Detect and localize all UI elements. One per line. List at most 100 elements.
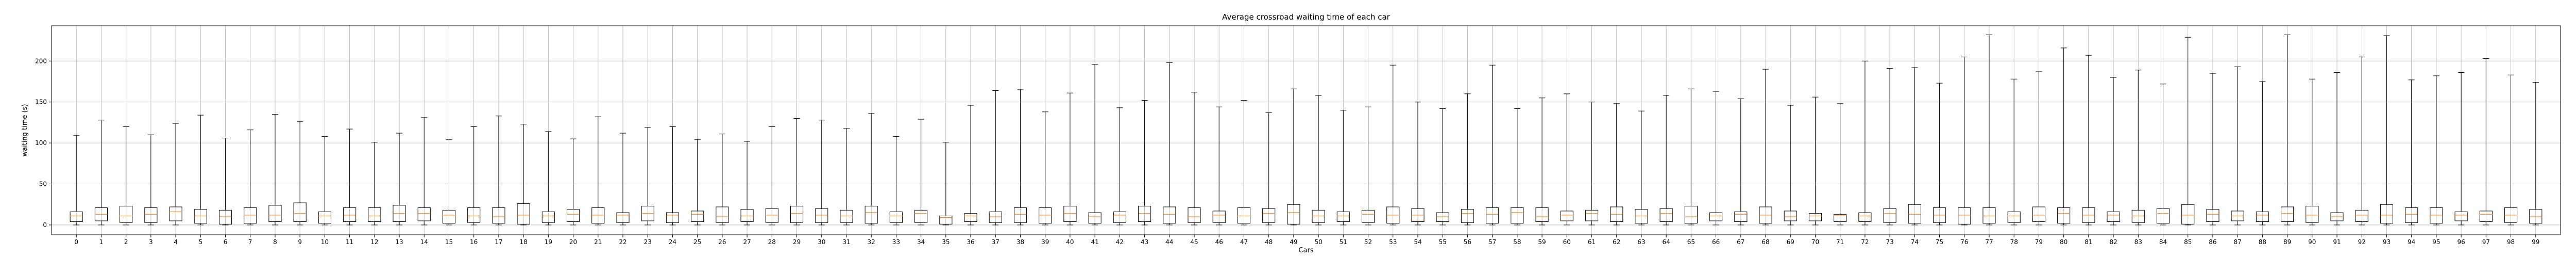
x-tick-label: 41	[1091, 238, 1099, 246]
x-tick-label: 61	[1588, 238, 1596, 246]
x-tick-label: 75	[1936, 238, 1943, 246]
iqr-box	[144, 207, 158, 223]
box-1	[94, 120, 108, 225]
iqr-box	[1138, 205, 1151, 222]
x-tick-label: 88	[2259, 238, 2266, 246]
iqr-box	[964, 213, 977, 222]
box-56	[1461, 93, 1474, 225]
box-87	[2231, 66, 2244, 225]
iqr-box	[2256, 212, 2269, 222]
x-tick-label: 95	[2432, 238, 2440, 246]
box-51	[1336, 110, 1350, 225]
box-80	[2057, 47, 2071, 225]
x-tick-label: 1	[99, 238, 104, 246]
box-44	[1163, 62, 1176, 225]
iqr-box	[1585, 209, 1599, 221]
box-7	[244, 130, 257, 225]
iqr-box	[492, 207, 505, 224]
x-tick-label: 22	[619, 238, 626, 246]
x-tick-label: 11	[346, 238, 353, 246]
x-tick-label: 54	[1414, 238, 1421, 246]
box-83	[2131, 70, 2145, 225]
x-tick-label: 19	[545, 238, 552, 246]
box-58	[1511, 108, 1524, 225]
iqr-box	[1958, 207, 1971, 224]
iqr-box	[120, 205, 133, 223]
iqr-box	[1063, 205, 1077, 222]
y-tick-label: 50	[39, 181, 47, 188]
iqr-box	[2529, 209, 2543, 224]
x-tick-label: 82	[2109, 238, 2117, 246]
box-14	[417, 117, 431, 225]
iqr-box	[1883, 208, 1896, 223]
iqr-box	[2107, 212, 2120, 222]
box-89	[2281, 34, 2294, 225]
box-16	[467, 126, 481, 225]
x-tick-label: 83	[2134, 238, 2142, 246]
box-47	[1237, 100, 1251, 225]
iqr-box	[1834, 214, 1847, 222]
x-tick-label: 7	[248, 238, 252, 246]
iqr-box	[368, 207, 381, 222]
x-tick-label: 29	[793, 238, 801, 246]
box-77	[1982, 34, 1996, 225]
box-78	[2007, 78, 2021, 225]
x-tick-label: 9	[298, 238, 302, 246]
x-tick-label: 84	[2159, 238, 2167, 246]
x-tick-label: 26	[718, 238, 726, 246]
iqr-box	[2131, 209, 2145, 223]
box-59	[1535, 98, 1549, 225]
iqr-box	[1808, 213, 1822, 221]
box-33	[889, 136, 903, 225]
box-57	[1486, 64, 1499, 225]
iqr-box	[1659, 208, 1673, 222]
iqr-box	[2032, 206, 2045, 222]
x-tick-label: 76	[1960, 238, 1968, 246]
iqr-box	[740, 209, 754, 222]
box-18	[517, 124, 530, 225]
iqr-box	[2380, 204, 2394, 224]
y-tick-label: 0	[43, 221, 47, 229]
x-tick-label: 25	[693, 238, 701, 246]
iqr-box	[1361, 209, 1375, 223]
iqr-box	[1486, 207, 1499, 224]
x-tick-label: 66	[1712, 238, 1720, 246]
iqr-box	[2281, 206, 2294, 222]
x-tick-label: 12	[370, 238, 378, 246]
x-tick-label: 23	[644, 238, 652, 246]
x-tick-label: 72	[1861, 238, 1869, 246]
box-96	[2454, 72, 2468, 225]
x-tick-label: 71	[1836, 238, 1844, 246]
box-85	[2181, 37, 2195, 225]
box-24	[666, 126, 680, 225]
iqr-box	[1212, 211, 1226, 223]
iqr-box	[2057, 207, 2071, 224]
iqr-box	[268, 205, 282, 222]
x-tick-label: 79	[2035, 238, 2043, 246]
iqr-box	[2156, 208, 2170, 224]
box-88	[2256, 81, 2269, 225]
box-98	[2504, 74, 2518, 225]
x-tick-label: 10	[321, 238, 329, 246]
iqr-box	[2405, 207, 2418, 223]
box-26	[716, 134, 729, 225]
iqr-box	[1709, 212, 1723, 221]
x-tick-label: 56	[1464, 238, 1471, 246]
x-tick-label: 80	[2060, 238, 2067, 246]
box-2	[120, 126, 133, 225]
x-tick-label: 55	[1439, 238, 1447, 246]
iqr-box	[1684, 205, 1698, 224]
iqr-box	[1287, 204, 1300, 224]
box-94	[2405, 79, 2418, 225]
plot-area	[52, 26, 2561, 235]
x-tick-label: 15	[445, 238, 453, 246]
x-tick-label: 98	[2507, 238, 2515, 246]
box-53	[1386, 64, 1400, 225]
x-tick-label: 16	[470, 238, 478, 246]
box-73	[1883, 68, 1896, 225]
y-axis-label: waiting time (s)	[21, 104, 29, 157]
iqr-box	[343, 207, 357, 222]
x-tick-label: 69	[1787, 238, 1794, 246]
iqr-box	[914, 209, 928, 223]
iqr-box	[417, 207, 431, 221]
